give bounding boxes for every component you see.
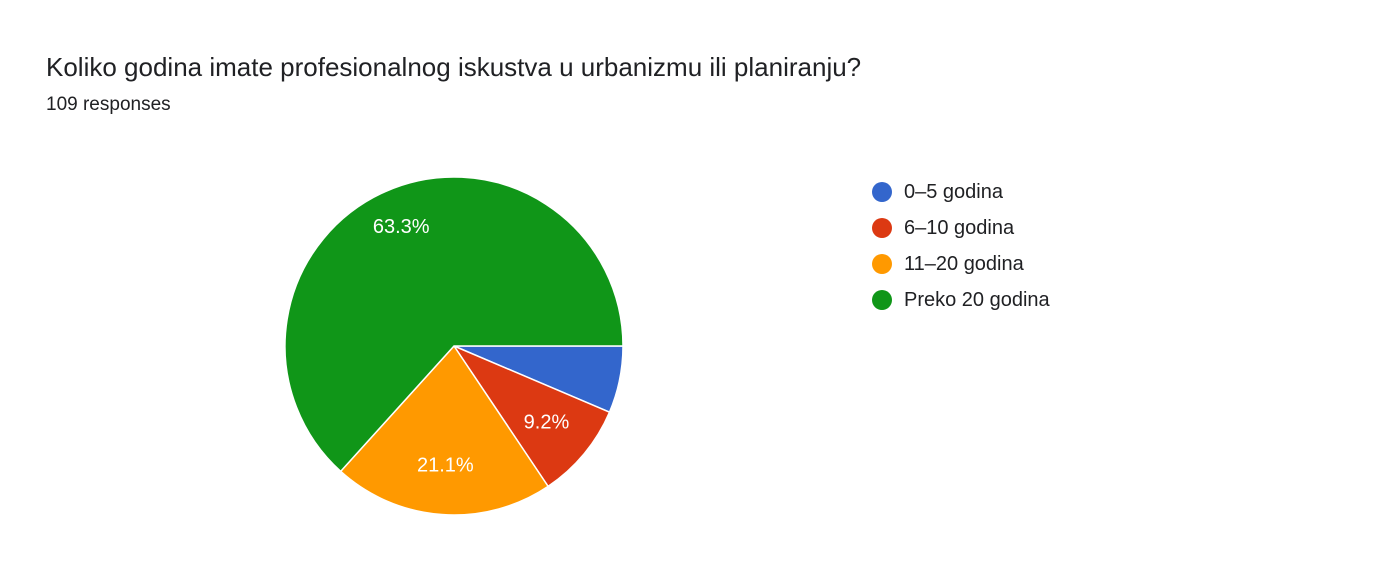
legend-item-3[interactable]: 11–20 godina (872, 246, 1050, 282)
legend-label: 6–10 godina (904, 216, 1015, 239)
pie-slice-4[interactable] (284, 176, 624, 473)
pie-slice-2[interactable] (451, 344, 611, 488)
pie-slice-labels: 9.2% 21.1% 63.3% (373, 216, 570, 477)
legend-item-4[interactable]: Preko 20 godina (872, 282, 1050, 318)
pie-slice-label-4: 63.3% (373, 216, 430, 238)
legend-item-2[interactable]: 6–10 godina (872, 210, 1050, 246)
chart-legend: 0–5 godina 6–10 godina 11–20 godina Preko 2… (872, 174, 1050, 318)
pie-slice-3[interactable] (339, 344, 550, 516)
legend-swatch-icon (872, 290, 892, 310)
legend-label: 11–20 godina (904, 252, 1024, 275)
question-title: Koliko godina imate profesionalnog iskus… (46, 52, 862, 82)
legend-swatch-icon (872, 254, 892, 274)
response-count: 109 responses (46, 94, 171, 115)
legend-label: Preko 20 godina (904, 288, 1050, 311)
pie-chart: 9.2% 21.1% 63.3% (284, 176, 624, 516)
pie-slices (284, 176, 624, 516)
legend-label: 0–5 godina (904, 180, 1003, 203)
legend-swatch-icon (872, 218, 892, 238)
pie-slice-label-2: 9.2% (524, 411, 570, 433)
legend-item-1[interactable]: 0–5 godina (872, 174, 1050, 210)
legend-swatch-icon (872, 182, 892, 202)
pie-slice-label-3: 21.1% (417, 455, 474, 477)
